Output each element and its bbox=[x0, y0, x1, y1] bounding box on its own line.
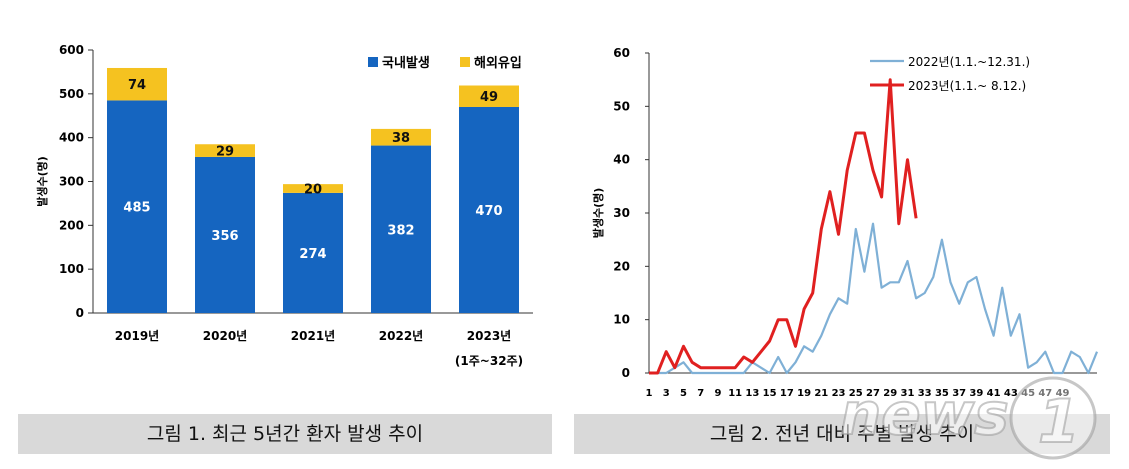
chart1-y-tick-label: 400 bbox=[59, 131, 84, 145]
chart1-data-label: 74 bbox=[128, 78, 146, 93]
chart1-y-tick-label: 300 bbox=[59, 175, 84, 189]
chart2-x-tick-label: 43 bbox=[1004, 388, 1018, 399]
chart1-bar-domestic bbox=[459, 106, 519, 313]
chart1-x-tick-label: 2020년 bbox=[203, 329, 247, 343]
chart2-x-tick-label: 29 bbox=[883, 388, 897, 399]
chart1-bar-imported bbox=[371, 128, 431, 146]
chart2-x-tick-label: 45 bbox=[1021, 388, 1035, 399]
chart1-bar-domestic bbox=[371, 145, 431, 313]
chart1-x-tick-label: 2021년 bbox=[291, 329, 335, 343]
chart2-x-tick-label: 25 bbox=[849, 388, 863, 399]
news1-watermark-logo: news 1 bbox=[839, 376, 1097, 460]
chart1-y-tick-label: 600 bbox=[59, 43, 84, 57]
chart1-data-label: 29 bbox=[216, 145, 234, 160]
chart2-x-tick-label: 17 bbox=[780, 388, 794, 399]
chart1-legend-swatch-1 bbox=[460, 57, 470, 67]
chart2-legend-label-1: 2023년(1.1.~ 8.12.) bbox=[908, 79, 1026, 93]
chart1-bar-imported bbox=[459, 85, 519, 107]
chart1-legend-label-1: 해외유입 bbox=[474, 55, 522, 71]
chart2-x-tick-label: 31 bbox=[901, 388, 915, 399]
chart2-legend-label-0: 2022년(1.1.~12.31.) bbox=[908, 55, 1030, 69]
chart1-legend-swatch-0 bbox=[368, 57, 378, 67]
chart1-x-tick-label: 2022년 bbox=[379, 329, 423, 343]
chart1-x-tick-sublabel: (1주~32주) bbox=[455, 354, 523, 368]
chart2-x-tick-label: 19 bbox=[797, 388, 811, 399]
chart1-data-label: 485 bbox=[123, 201, 150, 216]
chart1-bar-imported bbox=[195, 144, 255, 157]
chart2-x-tick-label: 27 bbox=[866, 388, 880, 399]
chart2-y-tick-label: 10 bbox=[613, 313, 630, 327]
chart2-x-tick-label: 13 bbox=[745, 388, 759, 399]
chart1-y-tick-label: 0 bbox=[76, 306, 84, 320]
chart2-x-tick-label: 9 bbox=[714, 388, 721, 399]
chart1-bar-imported bbox=[283, 184, 343, 193]
chart2-x-tick-label: 37 bbox=[952, 388, 966, 399]
chart1-svg: 0 100 200 300 400 500 600 발생수(명) 485 74 2019년 356 29… bbox=[35, 43, 533, 368]
chart2-y-axis-label: 발생수(명) bbox=[591, 188, 605, 239]
chart1-bar-domestic bbox=[107, 100, 167, 314]
chart2-y-tick-label: 40 bbox=[613, 153, 630, 167]
chart1-legend-label-0: 국내발생 bbox=[382, 55, 430, 71]
chart2-y-tick-label: 50 bbox=[613, 99, 630, 113]
chart2-x-tick-label: 47 bbox=[1038, 388, 1052, 399]
chart2-y-tick-label: 0 bbox=[622, 366, 630, 380]
chart2-x-tick-label: 7 bbox=[697, 388, 704, 399]
chart2-y-tick-label: 30 bbox=[613, 206, 630, 220]
chart1-data-label: 20 bbox=[304, 183, 322, 198]
chart1-x-tick-label: 2023년 bbox=[467, 329, 511, 343]
chart2-x-tick-label: 33 bbox=[918, 388, 932, 399]
chart1-y-tick-label: 100 bbox=[59, 262, 84, 276]
chart2-panel: 0 10 20 30 40 50 60 발생수(명) 1 3 5 7 9 11 13 15 17 19 21 23 25… bbox=[574, 34, 1110, 412]
chart1-data-label: 274 bbox=[299, 247, 326, 262]
chart2-x-tick-label: 11 bbox=[728, 388, 742, 399]
chart2-x-tick-label: 5 bbox=[680, 388, 687, 399]
chart1-bar-domestic bbox=[283, 192, 343, 313]
chart1-data-label: 38 bbox=[392, 131, 410, 146]
chart1-bar-domestic bbox=[195, 156, 255, 313]
svg-text:news: news bbox=[840, 380, 1009, 448]
chart2-x-tick-label: 23 bbox=[832, 388, 846, 399]
chart2-x-tick-label: 41 bbox=[987, 388, 1001, 399]
chart2-line-2022 bbox=[649, 222, 1099, 375]
chart2-x-tick-label: 1 bbox=[646, 388, 653, 399]
chart2-x-tick-label: 3 bbox=[663, 388, 670, 399]
chart2-x-tick-label: 39 bbox=[969, 388, 983, 399]
chart1-panel: 0 100 200 300 400 500 600 발생수(명) 485 74 2019년 356 29… bbox=[18, 34, 552, 412]
chart2-x-tick-label: 15 bbox=[763, 388, 777, 399]
chart1-data-label: 470 bbox=[475, 204, 502, 219]
svg-text:1: 1 bbox=[1038, 387, 1080, 457]
chart1-x-tick-label: 2019년 bbox=[115, 329, 159, 343]
chart1-y-tick-label: 200 bbox=[59, 218, 84, 232]
chart2-x-tick-label: 21 bbox=[814, 388, 828, 399]
chart2-caption: 그림 2. 전년 대비 주별 발생 추이 bbox=[574, 414, 1110, 454]
chart1-y-axis-label: 발생수(명) bbox=[35, 156, 49, 207]
chart2-y-tick-label: 20 bbox=[613, 259, 630, 273]
chart2-line-2023 bbox=[649, 78, 918, 375]
chart2-y-tick-label: 60 bbox=[613, 46, 630, 60]
chart1-y-tick-label: 500 bbox=[59, 87, 84, 101]
chart1-caption: 그림 1. 최근 5년간 환자 발생 추이 bbox=[18, 414, 552, 454]
chart1-data-label: 382 bbox=[387, 223, 414, 238]
chart1-bar-imported bbox=[107, 67, 167, 101]
chart1-data-label: 49 bbox=[480, 90, 498, 105]
chart2-x-tick-label: 35 bbox=[935, 388, 949, 399]
chart2-x-tick-label: 49 bbox=[1056, 388, 1070, 399]
chart1-data-label: 356 bbox=[211, 229, 238, 244]
